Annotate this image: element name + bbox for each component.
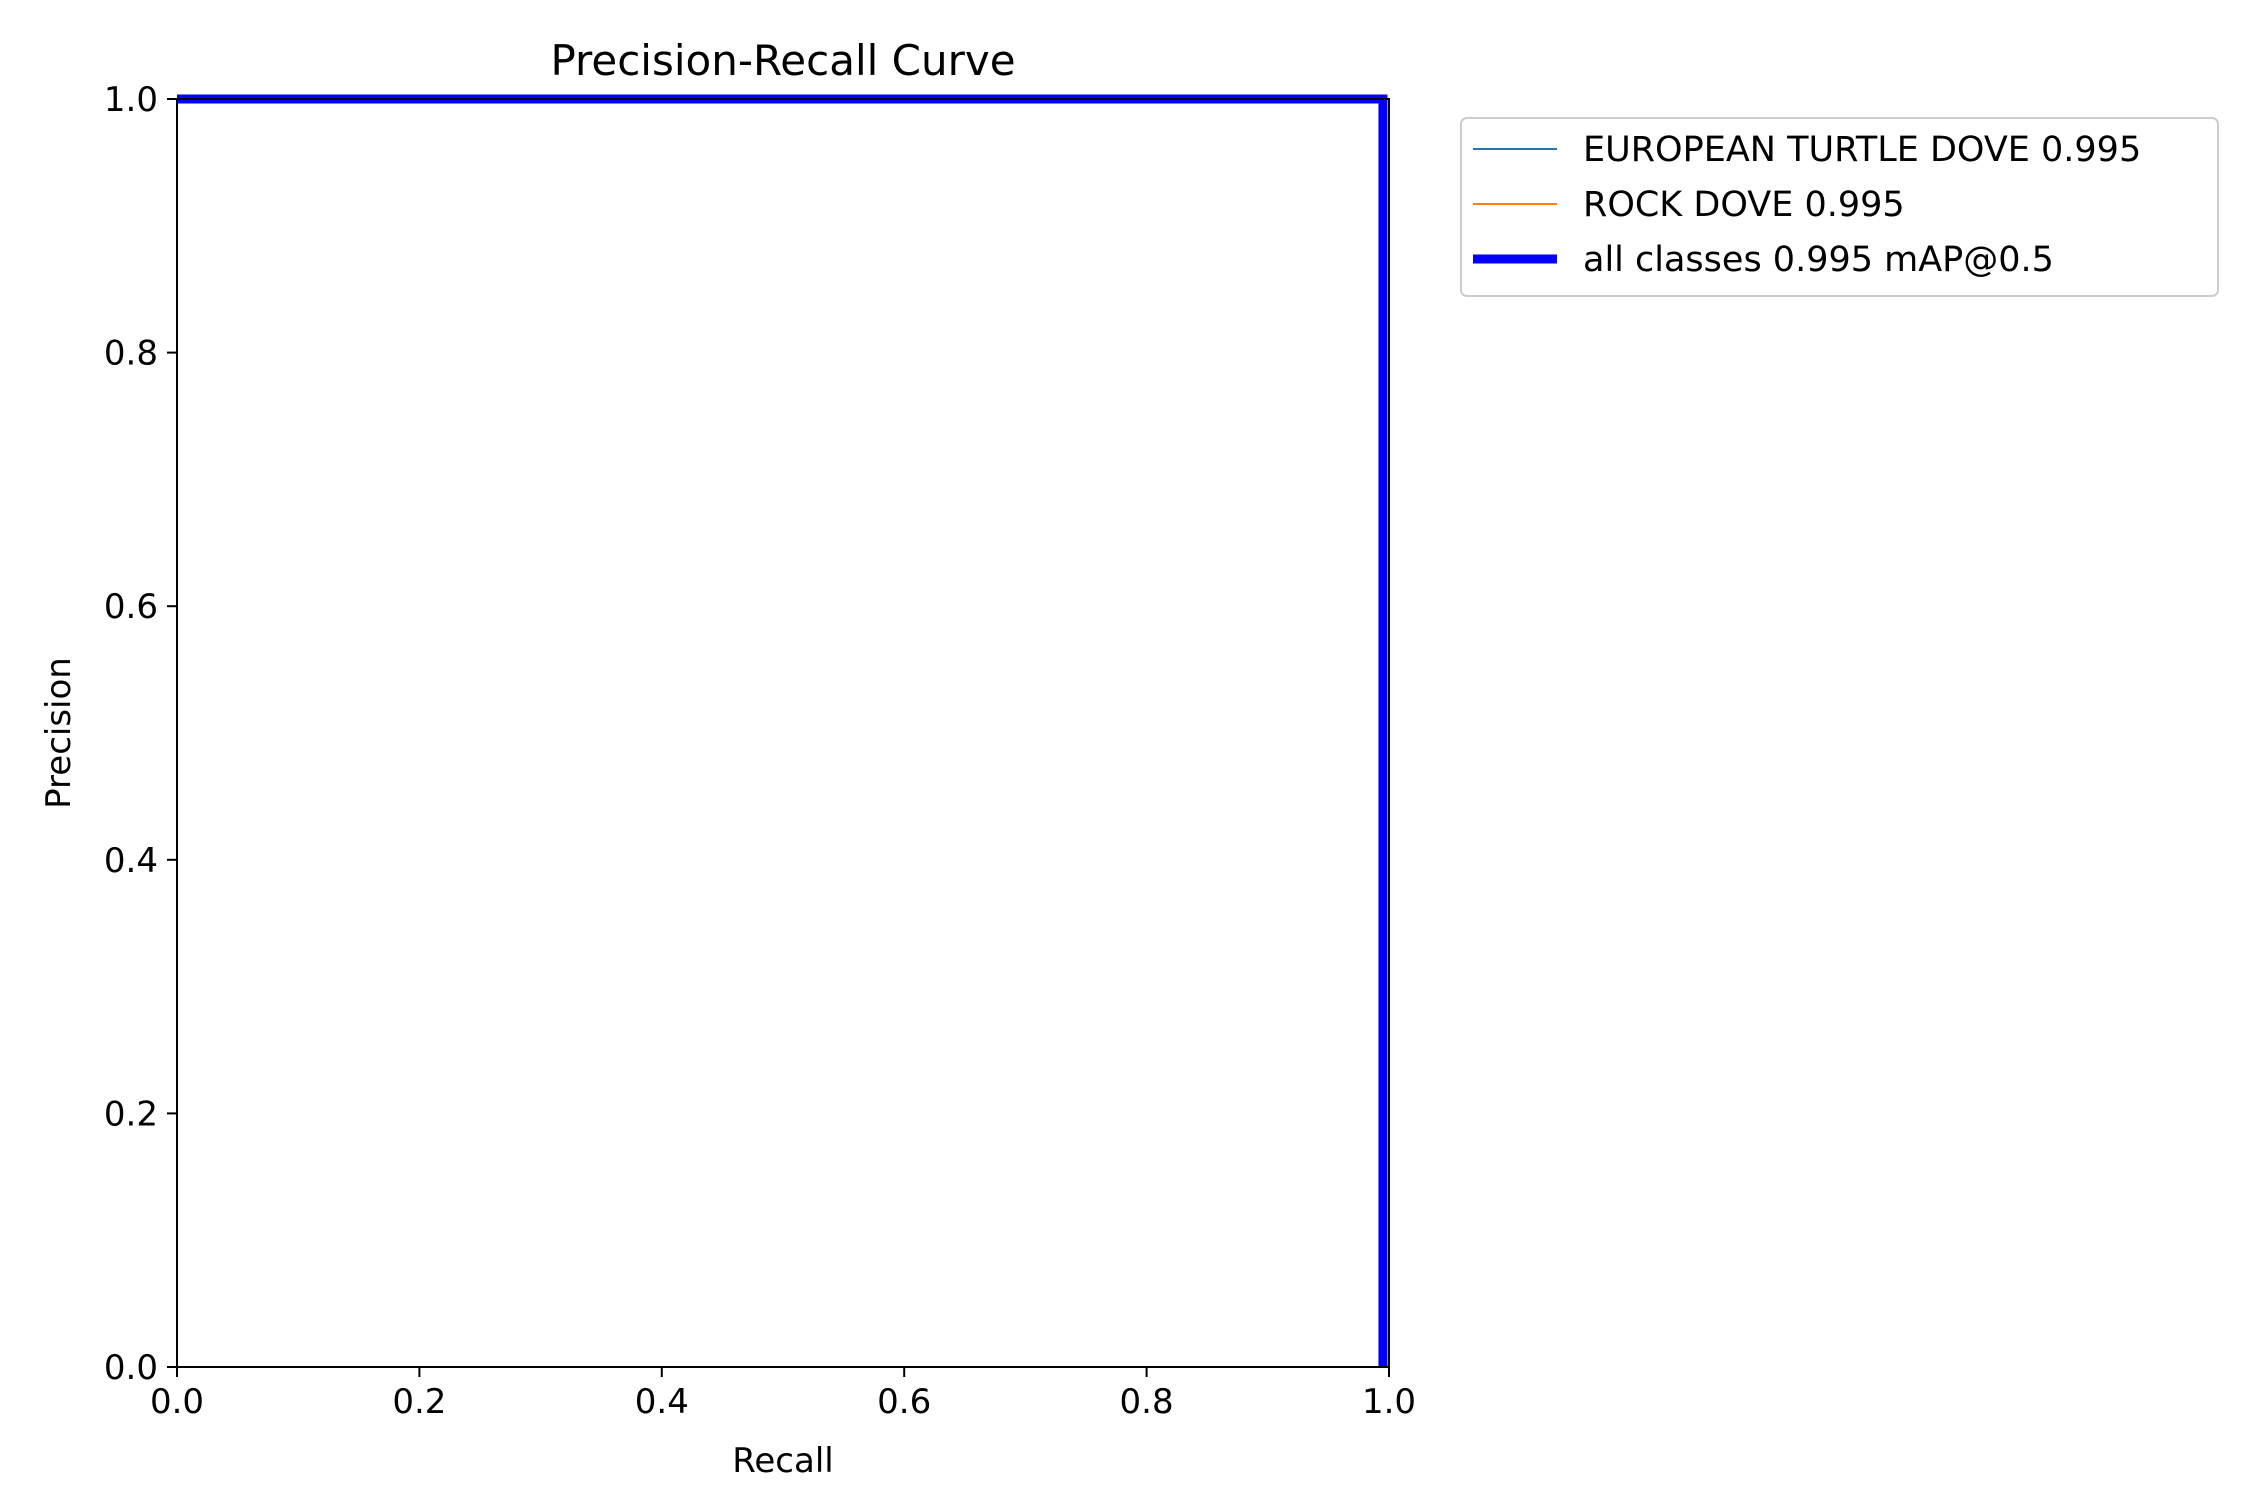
plot-area xyxy=(177,99,1389,1367)
x-tick-label-0: 0.0 xyxy=(150,1382,204,1422)
axes-frame xyxy=(176,98,1390,1368)
x-tick-label-2: 0.4 xyxy=(635,1382,689,1422)
legend-label-2: all classes 0.995 mAP@0.5 xyxy=(1583,240,2054,280)
y-tick-label-0: 0.0 xyxy=(104,1348,158,1388)
plot-background xyxy=(177,99,1389,1367)
y-tick-label-3: 0.6 xyxy=(104,587,158,627)
legend-box xyxy=(1460,117,2219,297)
y-tick-label-4: 0.8 xyxy=(104,334,158,374)
chart-title: Precision-Recall Curve xyxy=(550,36,1015,85)
legend: EUROPEAN TURTLE DOVE 0.995 ROCK DOVE 0.99… xyxy=(1460,117,2219,297)
y-axis-label: Precision xyxy=(39,657,79,809)
y-tick-label-2: 0.4 xyxy=(104,841,158,881)
y-tick-label-5: 1.0 xyxy=(104,80,158,120)
x-tick-label-5: 1.0 xyxy=(1362,1382,1416,1422)
legend-label-1: ROCK DOVE 0.995 xyxy=(1583,185,1905,225)
y-tick-label-1: 0.2 xyxy=(104,1094,158,1134)
x-tick-label-4: 0.8 xyxy=(1120,1382,1174,1422)
x-tick-label-1: 0.2 xyxy=(392,1382,446,1422)
x-axis-label: Recall xyxy=(732,1441,833,1481)
axes-layer: 0.0 0.2 0.4 0.6 0.8 1.0 0.0 0.2 0.4 0.6 0.8 1.0 xyxy=(104,80,1416,1422)
legend-label-0: EUROPEAN TURTLE DOVE 0.995 xyxy=(1583,130,2141,170)
x-tick-label-3: 0.6 xyxy=(877,1382,931,1422)
